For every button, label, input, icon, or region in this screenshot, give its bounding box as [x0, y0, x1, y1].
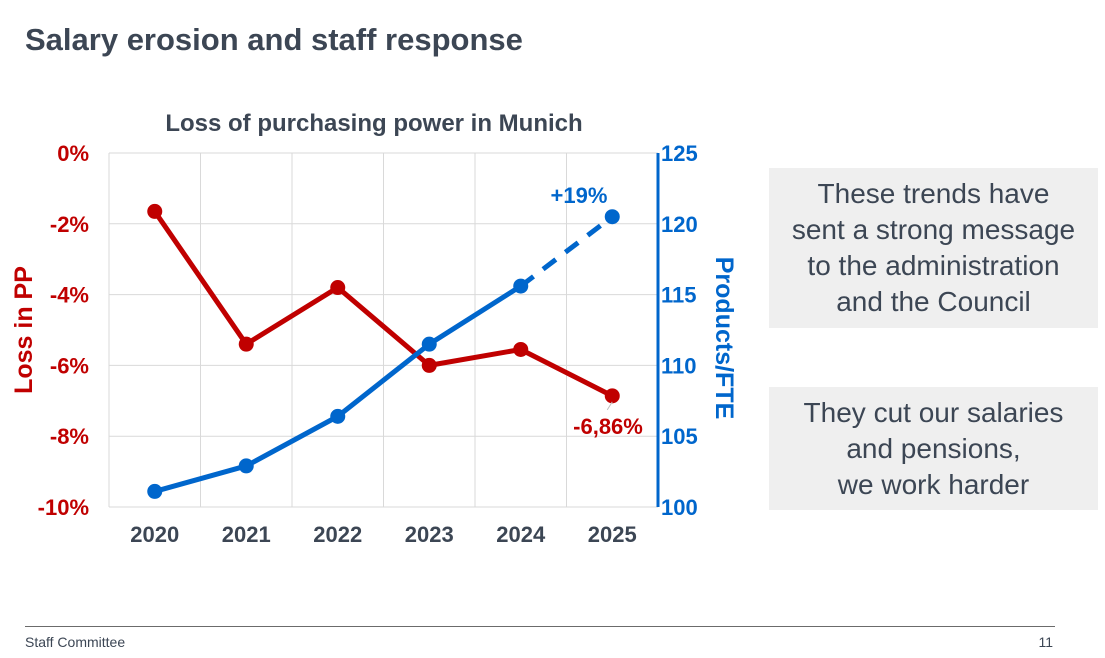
left-tick-label: -10% — [38, 495, 89, 520]
footer-divider — [25, 626, 1055, 627]
x-tick-label: 2020 — [130, 522, 179, 547]
data-point — [421, 357, 437, 373]
x-tick-label: 2024 — [496, 522, 546, 547]
x-tick-label: 2025 — [588, 522, 637, 547]
data-point — [604, 209, 620, 225]
chart-title: Loss of purchasing power in Munich — [165, 110, 582, 137]
callout-response: They cut our salaries and pensions, we w… — [769, 387, 1098, 510]
right-tick-label: 100 — [661, 495, 698, 520]
data-point — [238, 458, 254, 474]
data-point — [147, 203, 163, 219]
end-value-label-loss: -6,86% — [573, 414, 643, 439]
left-tick-label: -6% — [50, 353, 89, 378]
left-tick-label: 0% — [57, 141, 89, 166]
data-point — [238, 336, 254, 352]
chart-grid — [108, 152, 660, 508]
footer-organization: Staff Committee — [25, 634, 126, 650]
right-tick-label: 110 — [661, 353, 697, 378]
callout-line: sent a strong message — [791, 214, 1076, 245]
data-point — [604, 388, 620, 404]
right-tick-label: 125 — [661, 141, 698, 166]
x-tick-label: 2021 — [222, 522, 271, 547]
slide-title: Salary erosion and staff response — [25, 22, 523, 57]
left-tick-label: -2% — [50, 212, 89, 237]
left-tick-label: -4% — [50, 283, 89, 308]
left-tick-label: -8% — [50, 424, 89, 449]
series-line-products — [154, 283, 523, 494]
right-tick-label: 120 — [661, 212, 698, 237]
left-axis-label: Loss in PP — [10, 266, 38, 394]
right-tick-label: 105 — [661, 424, 698, 449]
x-axis-ticks: 2020 2021 2022 2023 2024 2025 — [130, 522, 636, 547]
callout-line: These trends have — [817, 178, 1050, 209]
callout-line: and pensions, — [846, 432, 1021, 464]
data-point — [421, 336, 437, 352]
callout-message: These trends have sent a strong message … — [769, 168, 1098, 328]
data-point — [147, 483, 163, 499]
right-axis-ticks: 125 120 115 110 105 100 — [661, 141, 698, 520]
end-value-label-products: +19% — [551, 183, 608, 208]
label-leader-line — [606, 401, 613, 411]
callout-line: They cut our salaries — [803, 396, 1064, 428]
data-point — [513, 341, 529, 357]
chart: Loss of purchasing power in Munich 0% -2%… — [10, 110, 738, 547]
right-axis-label: Products/FTE — [710, 257, 738, 420]
series-line-loss — [152, 209, 614, 399]
x-tick-label: 2023 — [405, 522, 454, 547]
right-tick-label: 115 — [661, 283, 697, 308]
series-layer: -6,86% +19% — [147, 183, 643, 499]
data-point — [330, 280, 346, 296]
callout-line: we work harder — [837, 468, 1030, 500]
x-tick-label: 2022 — [313, 522, 362, 547]
callout-line: to the administration — [807, 250, 1060, 281]
callout-line: and the Council — [836, 286, 1031, 317]
page-number: 11 — [1038, 634, 1053, 650]
data-point — [330, 408, 346, 424]
series-line-projection — [519, 214, 614, 289]
data-point — [513, 278, 529, 294]
left-axis-ticks: 0% -2% -4% -6% -8% -10% — [38, 141, 89, 520]
